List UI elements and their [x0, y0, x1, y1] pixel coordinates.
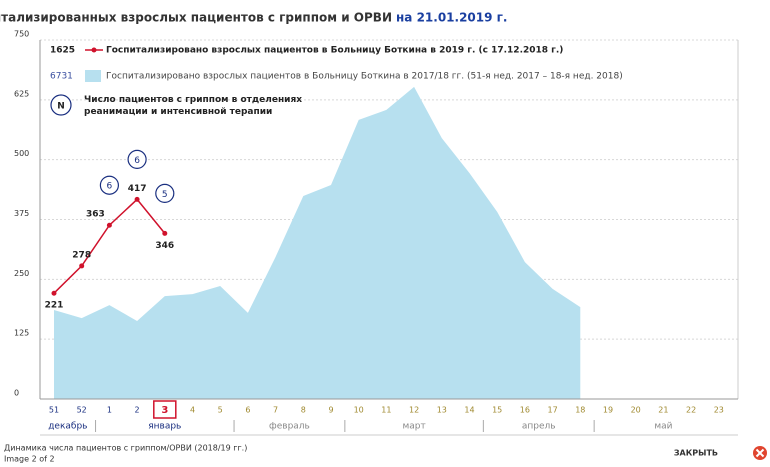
x-tick-label: 18: [575, 406, 585, 415]
x-tick-label: 20: [631, 406, 641, 415]
legend-label: Госпитализировано взрослых пациентов в Б…: [106, 46, 563, 56]
data-label: 278: [72, 250, 91, 260]
legend-total: 6731: [50, 72, 73, 82]
x-tick-label: 2: [135, 406, 140, 415]
x-tick-label: 4: [190, 406, 195, 415]
data-label: 363: [86, 210, 105, 220]
y-tick-label: 375: [14, 209, 29, 218]
data-label: 346: [155, 241, 174, 251]
current-week: [153, 400, 177, 419]
legend-point: [91, 47, 97, 53]
x-tick-label: 23: [714, 406, 724, 415]
month-label: апрель: [522, 422, 556, 432]
icu-value: 6: [107, 182, 113, 192]
point: [79, 263, 85, 269]
x-tick-label: 3: [161, 405, 168, 416]
x-tick-label: 14: [464, 406, 474, 415]
point: [106, 222, 112, 228]
y-tick-label: 250: [14, 269, 29, 278]
area: [54, 86, 581, 399]
x-tick-label: 15: [492, 406, 502, 415]
month-label: март: [402, 422, 425, 432]
chart-date: на 21.01.2019 г.: [396, 11, 508, 25]
y-tick-label: 750: [14, 30, 29, 39]
close-label[interactable]: ЗАКРЫТЬ: [674, 449, 718, 458]
icu-badge: [99, 175, 120, 195]
data-label: 417: [128, 184, 147, 194]
month-label: декабрь: [48, 422, 87, 432]
x-tick-label: 1: [107, 406, 112, 415]
x-tick-label: 19: [603, 406, 613, 415]
y-tick-label: 625: [14, 89, 29, 98]
y-tick-label: 125: [14, 329, 29, 338]
y-tick-label: 500: [14, 149, 29, 158]
icu-value: 6: [134, 156, 140, 166]
y-tick-label: 0: [14, 389, 19, 398]
month-label: май: [654, 422, 672, 432]
x-tick-label: 21: [658, 406, 668, 415]
icu-value: 5: [162, 190, 168, 200]
point: [162, 230, 168, 236]
x-tick-label: 9: [328, 406, 333, 415]
legend-swatch: [85, 70, 101, 82]
x-tick-label: 13: [437, 406, 447, 415]
legend-total: 1625: [50, 46, 75, 56]
legend-icu-symbol: N: [57, 102, 65, 112]
legend-icu: [50, 94, 72, 116]
x-tick-label: 8: [301, 406, 306, 415]
icu-badge: [127, 149, 147, 169]
month-label: февраль: [269, 422, 310, 432]
x-tick-label: 11: [381, 406, 391, 415]
x-tick-label: 17: [548, 406, 558, 415]
counter: Image 2 of 2: [4, 455, 55, 464]
x-tick-label: 5: [218, 406, 223, 415]
data-label: 221: [45, 301, 64, 311]
chart-title: Динамика числа госпитализированных взрос…: [0, 11, 392, 25]
legend-label: Число пациентов с гриппом в отделениях ре…: [84, 95, 302, 117]
x-tick-label: 16: [520, 406, 530, 415]
x-tick-label: 7: [273, 406, 278, 415]
close-button[interactable]: [753, 446, 767, 460]
legend-label: Госпитализировано взрослых пациентов в Б…: [106, 72, 623, 82]
x-tick-label: 22: [686, 406, 696, 415]
point: [51, 290, 57, 296]
point: [134, 196, 140, 202]
x-tick-label: 6: [245, 406, 250, 415]
x-tick-label: 12: [409, 406, 419, 415]
x-tick-label: 52: [77, 406, 87, 415]
month-label: январь: [148, 422, 181, 432]
x-tick-label: 51: [49, 406, 59, 415]
x-tick-label: 10: [354, 406, 364, 415]
caption: Динамика числа пациентов с гриппом/ОРВИ …: [4, 444, 247, 453]
icu-badge: [155, 183, 175, 203]
